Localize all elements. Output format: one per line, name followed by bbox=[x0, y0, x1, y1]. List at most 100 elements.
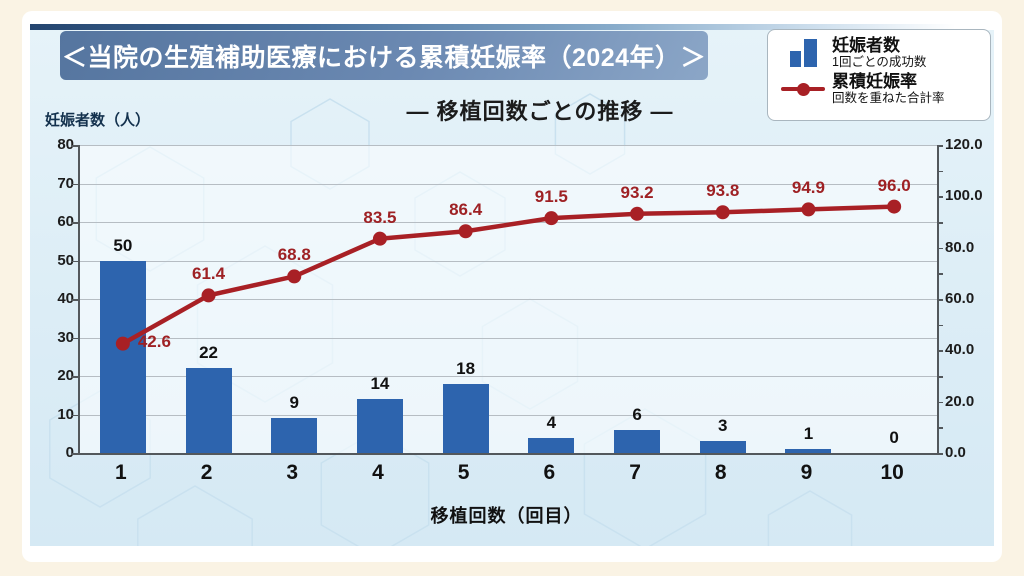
left-axis-tick-label: 60 bbox=[57, 213, 74, 230]
bar-value-label: 9 bbox=[289, 393, 299, 413]
line-point bbox=[287, 269, 302, 284]
chart-title: ＜当院の生殖補助医療における累積妊娠率（2024年）＞ bbox=[61, 43, 707, 72]
bar-value-label: 3 bbox=[718, 416, 728, 436]
bar-value-label: 50 bbox=[113, 235, 133, 255]
left-axis-tick bbox=[71, 453, 78, 455]
left-axis-tick-label: 20 bbox=[57, 367, 74, 384]
bar-value-label: 22 bbox=[199, 343, 219, 363]
left-axis-tick-label: 0 bbox=[65, 444, 74, 461]
line-value-label: 61.4 bbox=[192, 264, 226, 284]
line-point bbox=[372, 231, 387, 246]
left-axis-tick bbox=[71, 299, 78, 301]
bar bbox=[442, 383, 489, 453]
legend-line-label: 累積妊娠率 bbox=[832, 71, 917, 91]
line-value-label: 93.8 bbox=[706, 181, 740, 201]
bar bbox=[614, 429, 661, 453]
right-axis-tick-label: 40.0 bbox=[945, 341, 975, 359]
left-axis-tick bbox=[71, 145, 78, 147]
line-point bbox=[458, 224, 473, 239]
bar-value-label: 1 bbox=[803, 424, 814, 444]
left-axis-title: 妊娠者数（人） bbox=[45, 112, 151, 129]
right-axis-tick bbox=[937, 273, 943, 275]
bar-value-label: 4 bbox=[546, 412, 557, 432]
left-axis-tick-label: 30 bbox=[57, 328, 74, 346]
panel-top-gradient-border bbox=[30, 24, 994, 30]
right-axis-tick bbox=[937, 299, 943, 301]
right-axis-tick bbox=[937, 350, 943, 352]
right-axis-tick bbox=[937, 247, 943, 250]
gridline bbox=[80, 145, 937, 146]
line-point bbox=[630, 206, 645, 221]
bar-value-label: 0 bbox=[889, 428, 899, 447]
line-value-label: 83.5 bbox=[363, 207, 397, 227]
x-category-label: 9 bbox=[800, 461, 813, 484]
x-category-label: 4 bbox=[372, 461, 384, 484]
x-category-label: 6 bbox=[543, 461, 556, 484]
right-axis-tick-label: 0.0 bbox=[945, 444, 966, 461]
line-point bbox=[115, 336, 130, 351]
cumulative-rate-line bbox=[115, 199, 902, 351]
x-axis-title: 移植回数（回目） bbox=[430, 506, 583, 526]
left-axis-tick bbox=[71, 414, 78, 416]
bar-value-label: 6 bbox=[632, 404, 642, 424]
left-axis-tick bbox=[71, 222, 78, 224]
line-series-icon bbox=[780, 82, 826, 96]
legend-box: 妊娠者数 1回ごとの成功数 累積妊娠率 回数を重ねた合計率 bbox=[767, 29, 991, 121]
chart-title-banner: ＜当院の生殖補助医療における累積妊娠率（2024年）＞ bbox=[60, 31, 708, 80]
x-category-label: 7 bbox=[629, 461, 641, 484]
bar-value-label: 18 bbox=[456, 358, 476, 378]
legend-row-bars: 妊娠者数 1回ごとの成功数 bbox=[780, 37, 980, 69]
left-axis-tick bbox=[71, 376, 78, 378]
line-value-label: 93.2 bbox=[620, 182, 654, 202]
right-axis-tick bbox=[937, 196, 943, 198]
bar bbox=[356, 399, 403, 453]
left-axis-tick bbox=[71, 337, 78, 339]
line-value-label: 86.4 bbox=[449, 200, 483, 220]
left-axis-tick-label: 50 bbox=[57, 251, 74, 269]
left-axis-tick bbox=[71, 183, 78, 185]
left-axis-tick-label: 80 bbox=[57, 136, 74, 153]
x-category-label: 8 bbox=[714, 461, 727, 484]
right-axis-tick bbox=[937, 401, 943, 404]
right-axis-tick bbox=[937, 145, 943, 147]
line-value-label: 42.6 bbox=[137, 331, 171, 351]
legend-bar-sublabel: 1回ごとの成功数 bbox=[832, 54, 927, 69]
gridline bbox=[80, 337, 937, 339]
line-point bbox=[201, 288, 216, 303]
line-point bbox=[544, 211, 559, 226]
right-axis-tick-label: 120.0 bbox=[945, 136, 983, 153]
bar bbox=[99, 260, 146, 453]
left-axis-tick-label: 70 bbox=[57, 174, 74, 192]
gridline bbox=[80, 183, 937, 185]
right-axis-tick-label: 60.0 bbox=[945, 290, 975, 307]
line-value-label: 91.5 bbox=[534, 187, 568, 207]
legend-row-line: 累積妊娠率 回数を重ねた合計率 bbox=[780, 73, 980, 105]
left-axis-tick-label: 10 bbox=[57, 405, 74, 423]
bar-value-label: 14 bbox=[370, 374, 390, 394]
gridline bbox=[80, 414, 937, 416]
x-category-label: 1 bbox=[115, 461, 127, 484]
left-axis-tick bbox=[71, 260, 78, 262]
chart-subtitle: ― 移植回数ごとの推移 ― bbox=[406, 99, 674, 124]
bar bbox=[785, 449, 832, 453]
chart-panel: ＜当院の生殖補助医療における累積妊娠率（2024年）＞ ― 移植回数ごとの推移 … bbox=[30, 24, 994, 546]
right-axis-tick bbox=[937, 324, 943, 327]
right-axis-tick-label: 100.0 bbox=[945, 187, 983, 205]
bar-series-icon bbox=[780, 38, 826, 67]
x-category-label: 3 bbox=[286, 461, 299, 484]
line-value-label: 68.8 bbox=[277, 245, 311, 265]
line-point bbox=[715, 205, 730, 220]
line-value-label: 94.9 bbox=[791, 178, 825, 198]
bar bbox=[185, 368, 232, 453]
right-axis-tick bbox=[937, 376, 943, 378]
x-category-label: 5 bbox=[457, 461, 470, 484]
legend-line-sublabel: 回数を重ねた合計率 bbox=[832, 90, 945, 105]
right-axis-tick bbox=[937, 453, 943, 455]
right-axis-tick bbox=[937, 427, 943, 429]
x-category-label: 10 bbox=[880, 461, 904, 484]
bar bbox=[699, 441, 746, 453]
gridline bbox=[80, 376, 937, 377]
line-point bbox=[887, 199, 902, 214]
slide-card: ＜当院の生殖補助医療における累積妊娠率（2024年）＞ ― 移植回数ごとの推移 … bbox=[22, 11, 1002, 562]
left-axis-tick-label: 40 bbox=[57, 290, 74, 307]
